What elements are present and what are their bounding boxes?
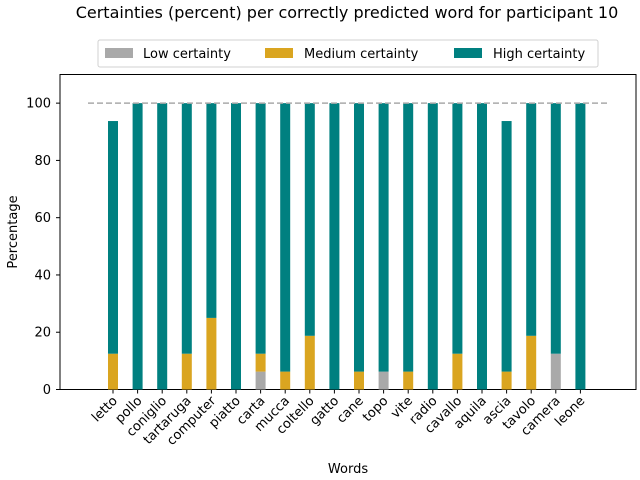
bar-tartaruga-high bbox=[181, 103, 192, 354]
bar-letto-high bbox=[108, 121, 118, 354]
y-tick-label: 80 bbox=[34, 154, 51, 169]
bar-coltello-high bbox=[304, 103, 315, 336]
y-axis-label: Percentage bbox=[6, 195, 21, 268]
x-axis: lettopolloconigliotartarugacomputerpiatt… bbox=[89, 389, 588, 449]
bar-computer-medium bbox=[206, 317, 217, 390]
y-tick-label: 40 bbox=[34, 268, 51, 283]
bar-leone-high bbox=[575, 103, 586, 390]
bar-radio-high bbox=[427, 103, 438, 390]
bar-carta-medium bbox=[255, 353, 266, 372]
bar-tavolo-medium bbox=[526, 335, 537, 390]
y-tick-label: 0 bbox=[43, 383, 51, 398]
bar-pollo-high bbox=[132, 103, 143, 390]
bar-topo-low bbox=[378, 371, 389, 390]
bar-carta-low bbox=[255, 371, 266, 390]
legend-swatch-medium bbox=[265, 48, 293, 58]
x-axis-label: Words bbox=[328, 462, 368, 477]
bar-gatto-high bbox=[329, 103, 340, 390]
plot-area bbox=[59, 74, 637, 390]
bar-cane-high bbox=[354, 103, 364, 372]
x-tick-label: cane bbox=[334, 394, 367, 427]
bar-vite-high bbox=[403, 103, 414, 372]
bar-letto-medium bbox=[108, 353, 118, 390]
chart-title: Certainties (percent) per correctly pred… bbox=[76, 3, 619, 22]
bar-cavallo-medium bbox=[452, 353, 463, 390]
y-tick-label: 20 bbox=[34, 326, 51, 341]
x-tick-label: topo bbox=[360, 394, 391, 425]
legend-swatch-low bbox=[105, 48, 133, 58]
y-axis: 0 20 40 60 80 100 bbox=[26, 97, 60, 398]
bar-aquila-high bbox=[477, 103, 487, 390]
bar-computer-high bbox=[206, 103, 217, 318]
legend-swatch-high bbox=[454, 48, 482, 58]
bar-ascia-high bbox=[501, 121, 512, 372]
legend-label-low: Low certainty bbox=[143, 47, 231, 62]
bar-mucca-high bbox=[280, 103, 291, 372]
bar-tartaruga-medium bbox=[181, 353, 192, 390]
bar-topo-high bbox=[378, 103, 389, 372]
bar-cane-medium bbox=[354, 371, 364, 390]
bar-camera-high bbox=[550, 103, 561, 354]
bar-tavolo-high bbox=[526, 103, 537, 336]
bar-coniglio-high bbox=[157, 103, 168, 390]
bar-vite-medium bbox=[403, 371, 414, 390]
legend-label-medium: Medium certainty bbox=[304, 47, 419, 62]
y-tick-label: 100 bbox=[26, 97, 51, 112]
bar-ascia-medium bbox=[501, 371, 512, 390]
bar-carta-high bbox=[255, 103, 266, 354]
x-tick-label: gatto bbox=[307, 394, 342, 429]
bar-camera-low bbox=[550, 353, 561, 390]
bar-piatto-high bbox=[231, 103, 241, 390]
legend-label-high: High certainty bbox=[493, 47, 586, 62]
legend: Low certainty Medium certainty High cert… bbox=[97, 39, 599, 68]
bar-mucca-medium bbox=[280, 371, 291, 390]
legend-frame bbox=[97, 39, 599, 68]
y-tick-label: 60 bbox=[34, 211, 51, 226]
bars bbox=[108, 103, 586, 390]
bar-cavallo-high bbox=[452, 103, 463, 354]
bar-coltello-medium bbox=[304, 335, 315, 390]
